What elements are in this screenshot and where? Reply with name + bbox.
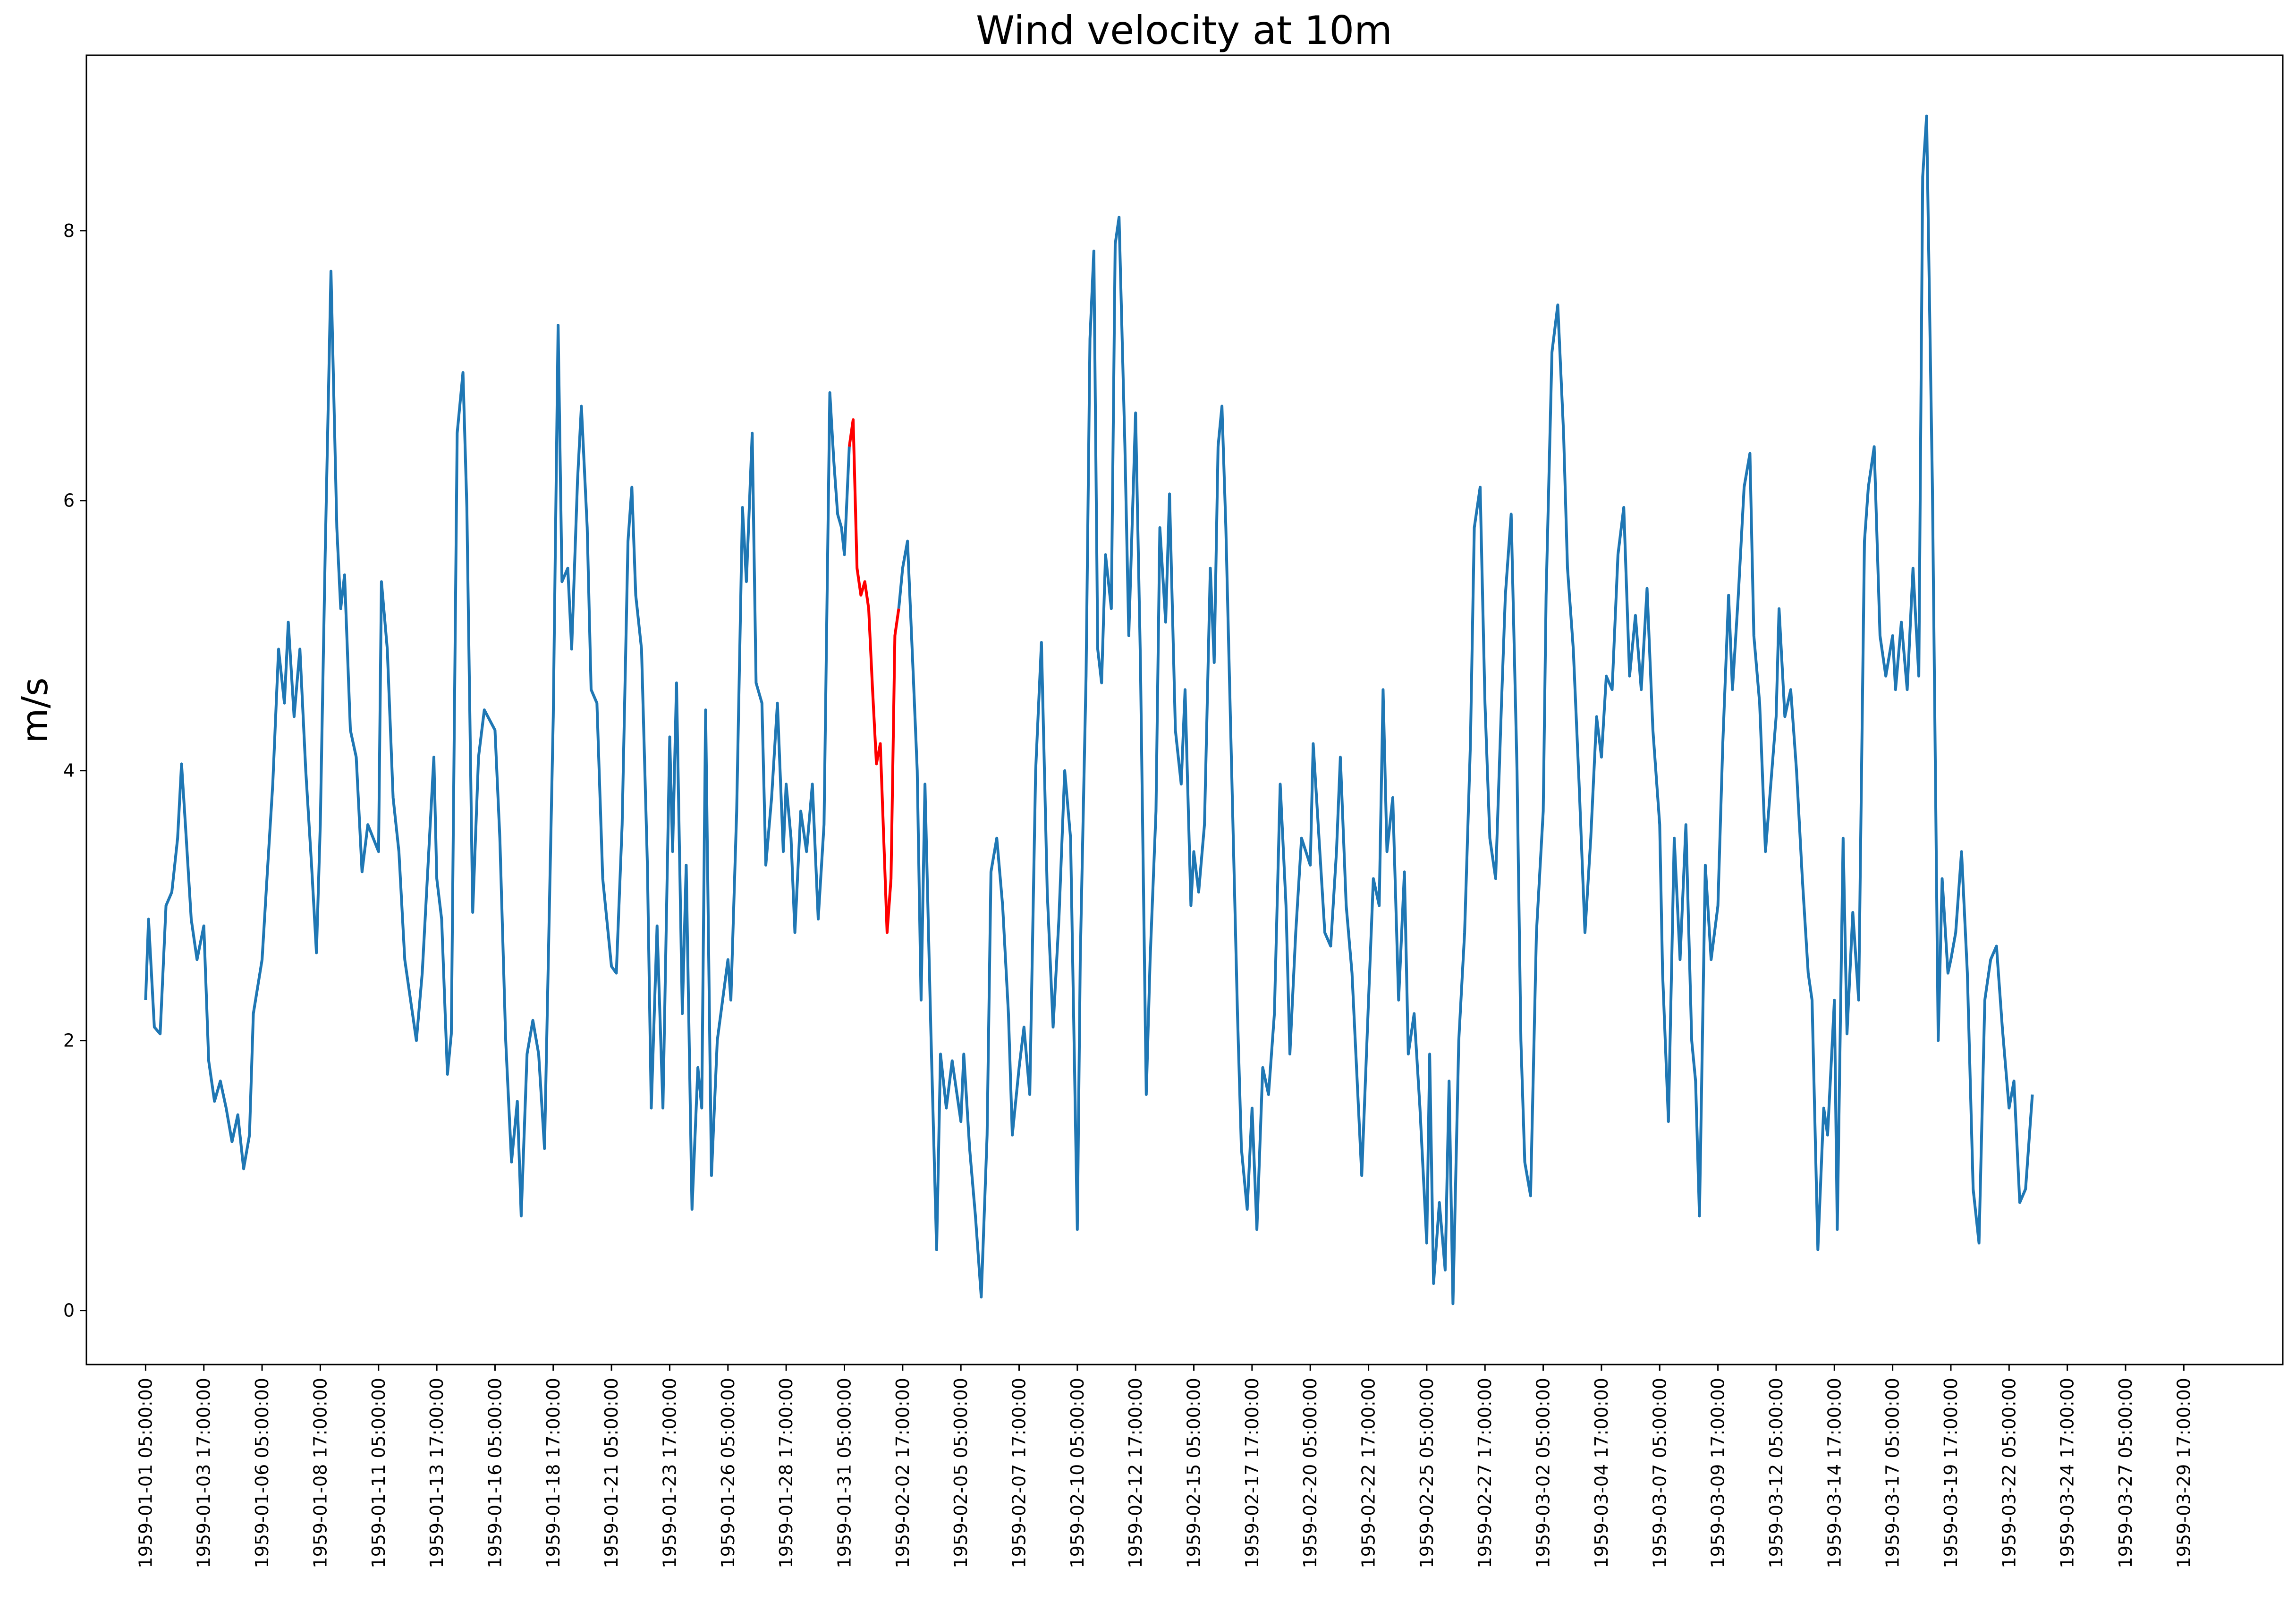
x-tick-label: 1959-03-27 05:00:00 [2115,1378,2136,1568]
x-tick-label: 1959-01-16 05:00:00 [484,1378,505,1568]
x-tick-label: 1959-01-06 05:00:00 [252,1378,272,1568]
x-tick-label: 1959-01-26 05:00:00 [718,1378,738,1568]
y-tick-label: 8 [63,220,75,241]
y-tick-label: 4 [63,760,75,781]
x-tick-label: 1959-01-01 05:00:00 [135,1378,156,1568]
x-tick-label: 1959-03-14 17:00:00 [1824,1378,1845,1568]
x-tick-label: 1959-02-12 17:00:00 [1125,1378,1146,1568]
y-tick-label: 6 [63,490,75,511]
x-tick-label: 1959-03-24 17:00:00 [2057,1378,2078,1568]
x-tick-label: 1959-03-04 17:00:00 [1591,1378,1612,1568]
x-tick-label: 1959-02-02 17:00:00 [892,1378,913,1568]
chart-title: Wind velocity at 10m [976,8,1392,53]
x-tick-label: 1959-02-25 05:00:00 [1416,1378,1437,1568]
y-tick-label: 0 [63,1300,75,1321]
x-tick-label: 1959-01-23 17:00:00 [660,1378,680,1568]
x-tick-label: 1959-03-12 05:00:00 [1766,1378,1787,1568]
x-tick-label: 1959-02-27 17:00:00 [1474,1378,1495,1568]
x-tick-label: 1959-02-07 17:00:00 [1009,1378,1030,1568]
series-line-1 [847,418,900,934]
x-tick-label: 1959-01-13 17:00:00 [426,1378,447,1568]
x-tick-label: 1959-03-02 05:00:00 [1533,1378,1554,1568]
x-tick-label: 1959-03-22 05:00:00 [1999,1378,2019,1568]
x-tick-label: 1959-01-03 17:00:00 [194,1378,214,1568]
x-tick-label: 1959-01-21 05:00:00 [601,1378,622,1568]
x-tick-label: 1959-01-18 17:00:00 [543,1378,564,1568]
x-tick-label: 1959-03-07 05:00:00 [1649,1378,1670,1568]
series-layer [144,114,2034,1306]
x-tick-label: 1959-02-17 17:00:00 [1242,1378,1262,1568]
x-tick-label: 1959-01-11 05:00:00 [368,1378,389,1568]
x-tick-label: 1959-03-17 05:00:00 [1882,1378,1903,1568]
plot-frame [85,54,2284,1365]
x-tick-label: 1959-01-31 05:00:00 [834,1378,855,1568]
x-tick-label: 1959-03-29 17:00:00 [2173,1378,2194,1568]
series-line-2 [897,114,2034,1306]
x-tick-label: 1959-02-15 05:00:00 [1184,1378,1204,1568]
x-axis-ticks: 1959-01-01 05:00:00 1959-01-03 17:00:00 19… [135,1365,2194,1568]
x-tick-label: 1959-01-28 17:00:00 [776,1378,796,1568]
y-axis-ticks: 0 2 4 6 8 [63,220,86,1321]
y-axis-label: m/s [14,677,56,743]
x-tick-label: 1959-03-09 17:00:00 [1708,1378,1728,1568]
x-tick-label: 1959-02-20 05:00:00 [1300,1378,1321,1568]
series-line-0 [144,270,851,1218]
y-tick-label: 2 [63,1030,75,1051]
x-tick-label: 1959-02-22 17:00:00 [1358,1378,1379,1568]
x-tick-label: 1959-02-05 05:00:00 [950,1378,971,1568]
x-tick-label: 1959-03-19 17:00:00 [1940,1378,1961,1568]
x-tick-label: 1959-02-10 05:00:00 [1067,1378,1088,1568]
x-tick-label: 1959-01-08 17:00:00 [310,1378,330,1568]
